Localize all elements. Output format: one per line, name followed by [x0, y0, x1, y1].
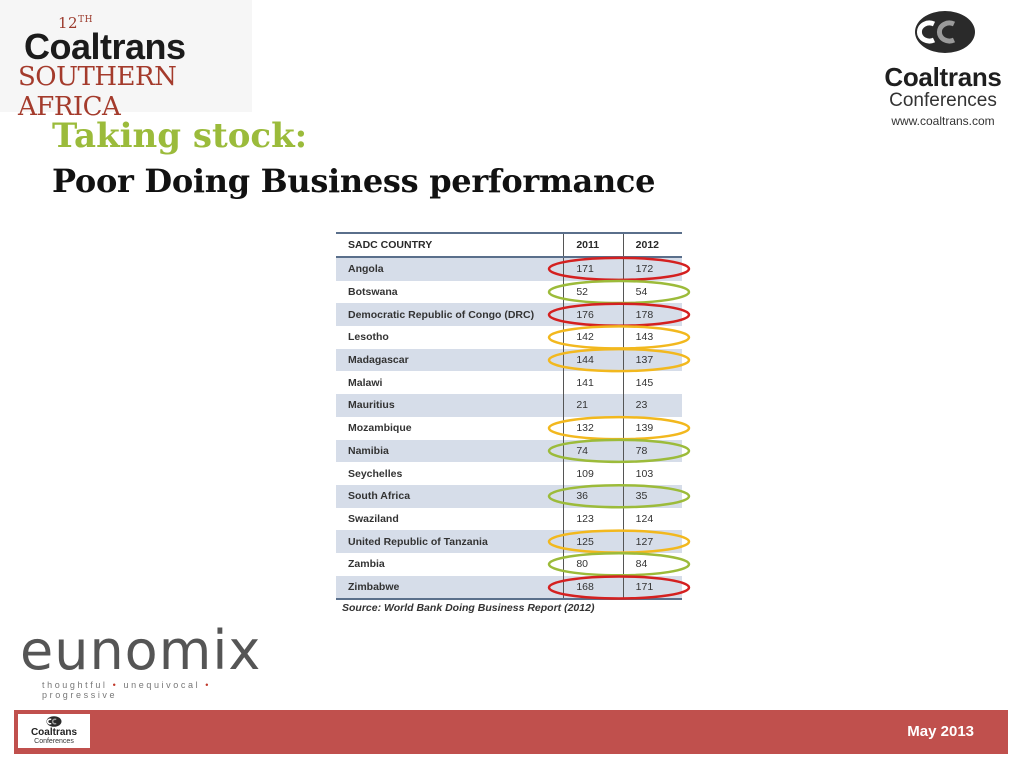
- company-sub: Conferences: [889, 90, 997, 111]
- table-row: United Republic of Tanzania 125 127: [336, 530, 682, 553]
- value-2011-cell: 80: [563, 552, 624, 576]
- value-2011-cell: 52: [563, 280, 624, 304]
- value-2011-cell: 109: [563, 462, 624, 485]
- value-2011-cell: 21: [563, 394, 624, 417]
- value-2011-cell: 141: [563, 371, 624, 395]
- country-cell: Namibia: [336, 439, 564, 463]
- value-2011-cell: 171: [563, 257, 624, 281]
- country-cell: United Republic of Tanzania: [336, 530, 564, 553]
- coaltrans-cc-icon: [46, 716, 62, 727]
- value-2011-cell: 142: [563, 326, 624, 349]
- country-cell: Botswana: [348, 286, 398, 299]
- value-2011-cell: 123: [563, 507, 624, 531]
- value-2012-cell: 78: [622, 439, 682, 463]
- coaltrans-cc-icon: [915, 11, 975, 53]
- value-2012-cell: 172: [622, 257, 682, 281]
- country-cell: Democratic Republic of Congo (DRC): [336, 303, 564, 327]
- value-2012-cell: 139: [622, 416, 682, 440]
- value-2012-cell: 127: [622, 530, 682, 553]
- slide-subtitle: Poor Doing Business performance: [52, 162, 656, 200]
- value-2011-cell: 74: [563, 439, 624, 463]
- country-cell: Swaziland: [348, 512, 399, 525]
- value-2011-cell: 132: [563, 416, 624, 440]
- value-2012-cell: 178: [622, 303, 682, 327]
- table-row: Angola 171 172: [336, 257, 682, 281]
- table-source: Source: World Bank Doing Business Report…: [342, 602, 595, 615]
- table-row: Zambia 80 84: [336, 552, 682, 576]
- value-2011-cell: 176: [563, 303, 624, 327]
- event-logo: 12TH Coaltrans SOUTHERN AFRICA: [0, 0, 252, 122]
- table-row: Mozambique 132 139: [336, 416, 682, 440]
- company-name: Coaltrans: [884, 62, 1002, 92]
- event-edition: 12TH: [58, 14, 93, 32]
- footer-logo-sub: Conferences: [34, 738, 74, 745]
- slide-title: Taking stock:: [52, 116, 308, 156]
- value-2012-cell: 145: [622, 371, 682, 395]
- country-cell: Malawi: [348, 376, 383, 389]
- eunomix-tagline: thoughtful • unequivocal • progressive: [42, 680, 212, 700]
- doing-business-table: SADC COUNTRY 2011 2012 Angola 171 172 Botsw…: [336, 232, 682, 601]
- table-row: South Africa 36 35: [336, 484, 682, 508]
- header-2011: 2011: [563, 232, 624, 258]
- table-row: Namibia 74 78: [336, 439, 682, 463]
- value-2012-cell: 84: [622, 552, 682, 576]
- value-2011-cell: 168: [563, 575, 624, 601]
- footer-logo-name: Coaltrans: [30, 727, 78, 738]
- country-cell: Madagascar: [336, 348, 564, 372]
- country-cell: Angola: [336, 257, 564, 281]
- footer-date: May 2013: [907, 723, 974, 740]
- value-2012-cell: 103: [622, 462, 682, 485]
- country-cell: Zambia: [348, 558, 385, 571]
- table-row: Malawi 141 145: [336, 371, 682, 395]
- value-2012-cell: 23: [622, 394, 682, 417]
- coaltrans-conferences-logo: Coaltrans Conferences www.coaltrans.com: [870, 10, 1020, 128]
- country-cell: Lesotho: [348, 331, 389, 344]
- country-cell: Zimbabwe: [336, 575, 564, 601]
- value-2012-cell: 143: [622, 326, 682, 349]
- value-2012-cell: 171: [622, 575, 682, 601]
- value-2011-cell: 36: [563, 484, 624, 508]
- table-row: Seychelles 109 103: [336, 462, 682, 485]
- eunomix-logo: eunomix thoughtful • unequivocal • progr…: [20, 619, 290, 701]
- country-cell: South Africa: [336, 484, 564, 508]
- table-header-row: SADC COUNTRY 2011 2012: [336, 232, 682, 258]
- doing-business-table-container: SADC COUNTRY 2011 2012 Angola 171 172 Botsw…: [336, 232, 682, 614]
- header-2012: 2012: [622, 232, 682, 258]
- country-cell: Mauritius: [336, 394, 564, 417]
- value-2011-cell: 144: [563, 348, 624, 372]
- event-brand: Coaltrans: [24, 26, 186, 67]
- footer-bar: Coaltrans Conferences May 2013: [14, 710, 1008, 754]
- event-region: SOUTHERN AFRICA: [18, 62, 177, 122]
- company-url: www.coaltrans.com: [891, 114, 995, 128]
- value-2011-cell: 125: [563, 530, 624, 553]
- value-2012-cell: 124: [622, 507, 682, 531]
- value-2012-cell: 35: [622, 484, 682, 508]
- country-cell: Mozambique: [348, 422, 412, 435]
- table-row: Zimbabwe 168 171: [336, 575, 682, 601]
- footer-coaltrans-logo: Coaltrans Conferences: [18, 714, 90, 748]
- value-2012-cell: 54: [622, 280, 682, 304]
- value-2012-cell: 137: [622, 348, 682, 372]
- table-row: Botswana 52 54: [336, 280, 682, 304]
- header-country: SADC COUNTRY: [336, 232, 564, 258]
- table-row: Swaziland 123 124: [336, 507, 682, 531]
- country-cell: Seychelles: [348, 467, 403, 480]
- eunomix-wordmark: eunomix: [20, 619, 262, 682]
- table-row: Madagascar 144 137: [336, 348, 682, 372]
- table-row: Democratic Republic of Congo (DRC) 176 178: [336, 303, 682, 327]
- table-row: Mauritius 21 23: [336, 394, 682, 417]
- table-row: Lesotho 142 143: [336, 326, 682, 349]
